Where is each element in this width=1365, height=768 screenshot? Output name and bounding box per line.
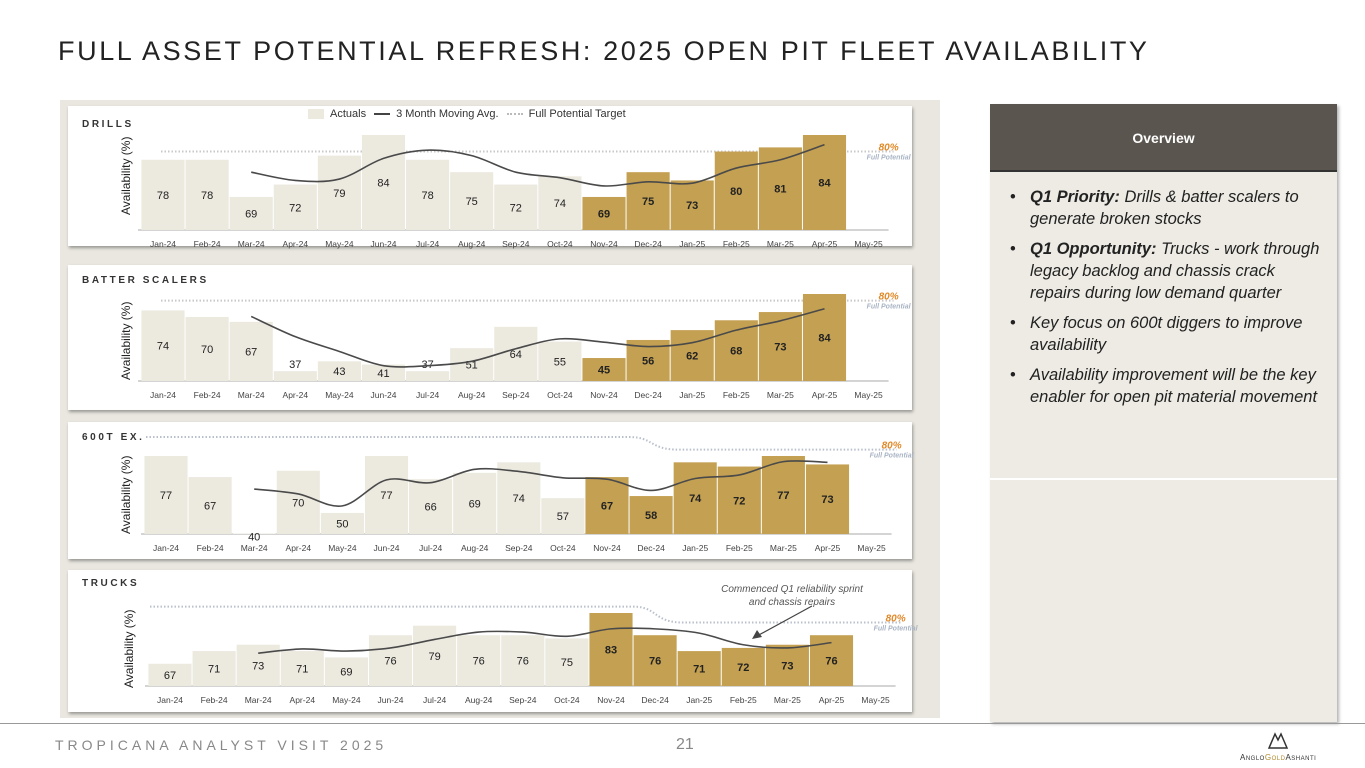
- overview-bullet: Key focus on 600t diggers to improve ava…: [1010, 312, 1323, 356]
- drills-chart-card: DRILLS: [68, 106, 912, 246]
- overview-panel: Overview Q1 Priority: Drills & batter sc…: [990, 104, 1337, 722]
- legend-actuals: Actuals: [308, 108, 366, 120]
- overview-title: Overview: [990, 104, 1337, 172]
- footer-event: TROPICANA ANALYST VISIT 2025: [55, 737, 388, 753]
- overview-bullet: Q1 Priority: Drills & batter scalers to …: [1010, 186, 1323, 230]
- 600t-ex-chart-card: 600T EX.: [68, 422, 912, 559]
- y-axis-label: Availability (%): [119, 455, 133, 534]
- chart-title: BATTER SCALERS: [82, 275, 209, 286]
- y-axis-label: Availability (%): [119, 301, 133, 380]
- chart-legend: Actuals 3 Month Moving Avg. Full Potenti…: [308, 108, 626, 120]
- legend-moving-avg: 3 Month Moving Avg.: [374, 108, 499, 120]
- chart-title: 600T EX.: [82, 432, 145, 443]
- overview-bullet: Availability improvement will be the key…: [1010, 364, 1323, 408]
- page-title: FULL ASSET POTENTIAL REFRESH: 2025 OPEN …: [58, 36, 1150, 66]
- legend-target: Full Potential Target: [506, 108, 626, 120]
- overview-bullet: Q1 Opportunity: Trucks - work through le…: [1010, 238, 1323, 304]
- batter-scalers-chart-card: BATTER SCALERS: [68, 265, 912, 410]
- y-axis-label: Availability (%): [119, 136, 133, 215]
- company-logo: ANGLOGOLDASHANTI: [1240, 730, 1316, 762]
- page-number: 21: [676, 736, 694, 753]
- chart-title: DRILLS: [82, 119, 134, 130]
- logo-icon: [1268, 732, 1289, 749]
- footer-divider: [0, 723, 1365, 724]
- chart-title: TRUCKS: [82, 578, 140, 589]
- y-axis-label: Availability (%): [122, 609, 136, 688]
- trucks-annotation: Commenced Q1 reliability sprint and chas…: [721, 584, 863, 608]
